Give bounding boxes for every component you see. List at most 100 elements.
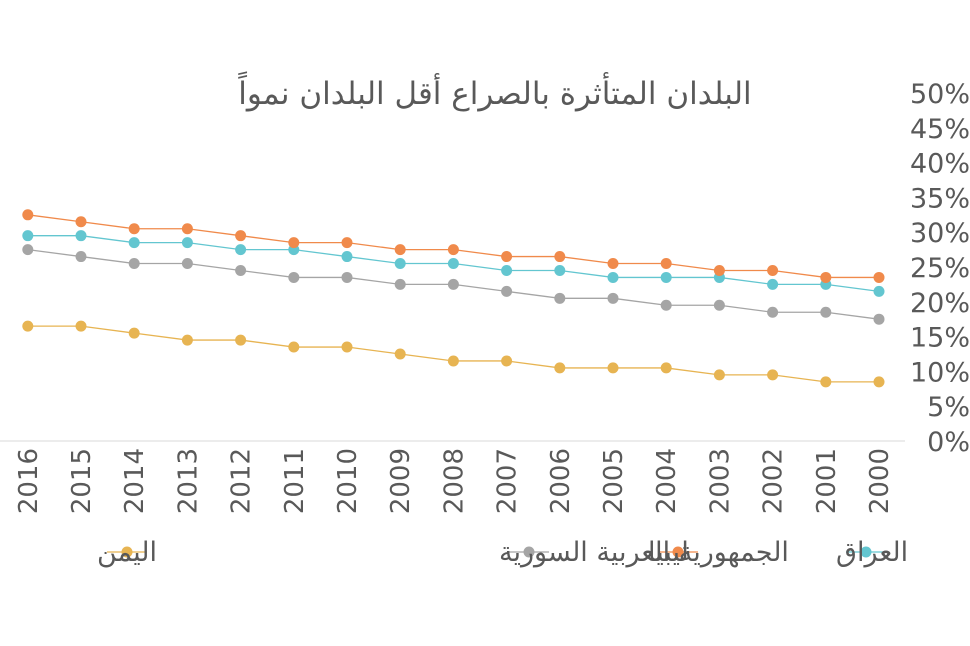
y-tick-label: 15% (910, 323, 970, 354)
x-tick-label: 2013 (173, 448, 203, 514)
series-line (27, 325, 879, 383)
x-tick-label: 2011 (280, 448, 310, 514)
data-point (75, 320, 87, 332)
data-point (767, 369, 779, 381)
data-point (873, 271, 885, 283)
legend-item: العراق (836, 537, 908, 568)
x-tick-label: 2002 (759, 448, 789, 514)
data-point (75, 216, 87, 228)
y-tick-label: 45% (910, 114, 970, 145)
data-point (554, 292, 566, 304)
series-0 (22, 230, 885, 297)
chart-title: البلدان المتأثرة بالصراع أقل البلدان نمو… (238, 71, 752, 112)
data-point (501, 355, 513, 367)
x-tick-label: 2012 (227, 448, 257, 514)
data-point (607, 271, 619, 283)
data-point (341, 251, 353, 263)
y-tick-label: 30% (910, 218, 970, 249)
data-point (820, 376, 832, 388)
data-point (501, 285, 513, 297)
x-tick-label: 2007 (493, 448, 523, 514)
y-tick-label: 5% (927, 392, 970, 423)
legend-label: الجمهورية العربية السورية (499, 537, 789, 568)
legend-label: العراق (836, 537, 908, 568)
legend-label: ليبيا (648, 537, 689, 568)
data-point (447, 258, 459, 270)
data-point (767, 264, 779, 276)
data-point (235, 230, 247, 242)
data-point (128, 327, 140, 339)
data-point (22, 320, 34, 332)
data-point (128, 237, 140, 249)
y-tick-label: 0% (927, 427, 970, 458)
data-point (713, 264, 725, 276)
data-point (341, 341, 353, 353)
data-point (554, 251, 566, 263)
data-point (873, 313, 885, 325)
legend-item: ليبيا (648, 537, 698, 568)
data-point (288, 271, 300, 283)
data-point (820, 306, 832, 318)
x-tick-label: 2004 (652, 448, 682, 514)
y-axis-ticks: 0% 5% 10%15% 20% 25% 30% 35%40% 45% 50% (910, 79, 970, 458)
x-tick-label: 2008 (439, 448, 469, 514)
data-point (181, 258, 193, 270)
data-point (607, 292, 619, 304)
series-layer (22, 209, 885, 388)
data-point (235, 264, 247, 276)
data-point (75, 251, 87, 263)
data-point (607, 258, 619, 270)
legend-label: اليمن (97, 537, 157, 568)
data-point (820, 271, 832, 283)
data-point (75, 230, 87, 242)
x-tick-label: 2016 (14, 448, 44, 514)
data-point (22, 230, 34, 242)
y-tick-label: 10% (910, 357, 970, 388)
data-point (394, 244, 406, 256)
series-3 (22, 320, 885, 388)
data-point (22, 209, 34, 221)
data-point (501, 264, 513, 276)
x-axis-ticks: 2000 2001 2002 2003 2004 2005 2006 2007 2008 2009… (14, 448, 895, 514)
data-point (235, 244, 247, 256)
data-point (181, 334, 193, 346)
x-tick-label: 2001 (812, 448, 842, 514)
data-point (501, 251, 513, 263)
data-point (713, 369, 725, 381)
data-point (128, 258, 140, 270)
data-point (554, 362, 566, 374)
series-1 (22, 209, 885, 283)
series-2 (22, 244, 885, 325)
y-tick-label: 25% (910, 253, 970, 284)
legend-point-marker (860, 546, 872, 558)
data-point (447, 278, 459, 290)
data-point (128, 223, 140, 235)
data-point (660, 299, 672, 311)
y-tick-label: 40% (910, 149, 970, 180)
x-tick-label: 2009 (386, 448, 416, 514)
data-point (447, 355, 459, 367)
data-point (554, 264, 566, 276)
legend-item: الجمهورية العربية السورية (499, 537, 789, 568)
data-point (607, 362, 619, 374)
x-tick-label: 2003 (705, 448, 735, 514)
y-tick-label: 35% (910, 183, 970, 214)
data-point (660, 362, 672, 374)
data-point (767, 306, 779, 318)
data-point (660, 258, 672, 270)
data-point (394, 258, 406, 270)
data-point (394, 278, 406, 290)
data-point (394, 348, 406, 360)
x-tick-label: 2000 (865, 448, 895, 514)
x-tick-label: 2010 (333, 448, 363, 514)
x-tick-label: 2005 (599, 448, 629, 514)
legend-item: اليمن (97, 537, 157, 568)
data-point (341, 271, 353, 283)
y-tick-label: 50% (910, 79, 970, 110)
data-point (341, 237, 353, 249)
y-tick-label: 20% (910, 288, 970, 319)
x-tick-label: 2015 (67, 448, 97, 514)
data-point (447, 244, 459, 256)
